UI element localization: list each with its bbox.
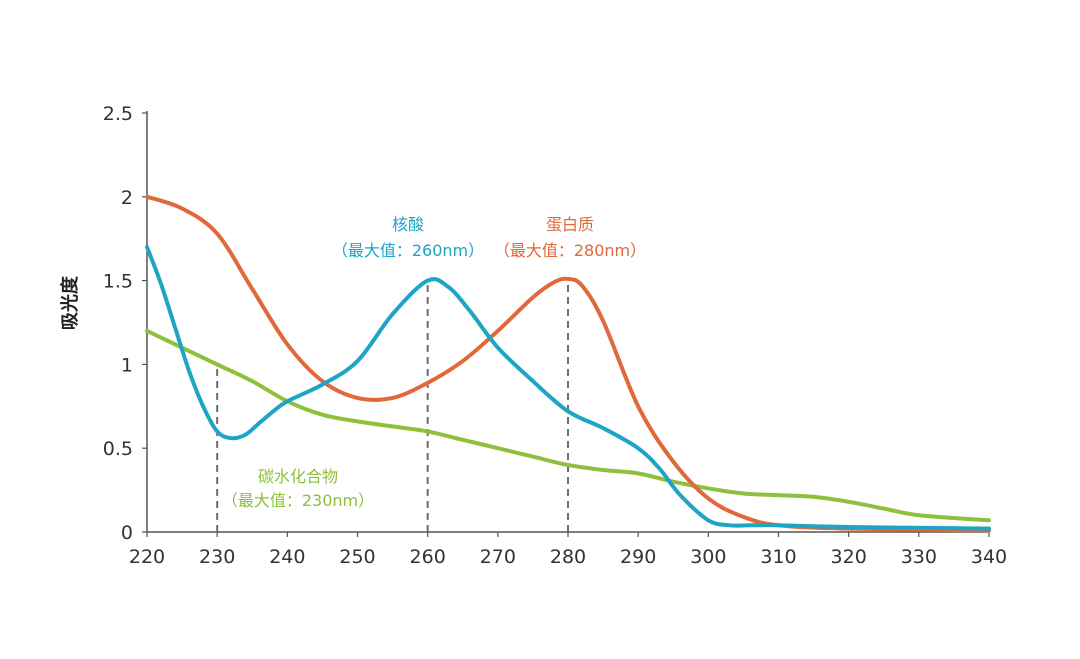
- y-tick-label: 2: [121, 187, 133, 209]
- annotation-carbohydrate-name: 碳水化合物: [258, 467, 338, 486]
- y-tick-label: 0.5: [103, 438, 133, 460]
- x-tick-label: 340: [971, 546, 1007, 568]
- y-tick-label: 0: [121, 522, 133, 544]
- annotation-nucleic-name: 核酸: [392, 215, 424, 234]
- x-tick-label: 270: [480, 546, 516, 568]
- x-tick-label: 320: [831, 546, 867, 568]
- x-tick-label: 260: [410, 546, 446, 568]
- y-tick-label: 1.5: [103, 271, 133, 293]
- reference-lines: [216, 280, 569, 532]
- x-tick-label: 230: [199, 546, 235, 568]
- x-tick-label: 240: [269, 546, 305, 568]
- y-tick-label: 2.5: [103, 103, 133, 125]
- series-line-carbohydrate: [145, 328, 991, 523]
- annotation-carbohydrate-max: （最大值：230nm）: [222, 491, 374, 510]
- x-tick-label: 220: [129, 546, 165, 568]
- annotation-protein-name: 蛋白质: [546, 215, 594, 234]
- series-line-nucleic: [145, 245, 991, 531]
- x-tick-label: 290: [620, 546, 656, 568]
- annotation-nucleic-max: （最大值：260nm）: [332, 241, 484, 260]
- x-tick-label: 250: [339, 546, 375, 568]
- series-line-protein: [145, 194, 991, 533]
- series-lines: [145, 194, 991, 533]
- tick-labels: 220 230 240 250 260 270 280 290 300 310 320 330 340 0…: [103, 103, 1007, 568]
- x-tick-label: 300: [690, 546, 726, 568]
- annotation-protein-max: （最大值：280nm）: [494, 241, 646, 260]
- x-tick-label: 330: [901, 546, 937, 568]
- x-tick-label: 310: [760, 546, 796, 568]
- y-tick-label: 1: [121, 354, 133, 376]
- y-axis-label: 吸光度: [59, 275, 81, 330]
- x-tick-label: 280: [550, 546, 586, 568]
